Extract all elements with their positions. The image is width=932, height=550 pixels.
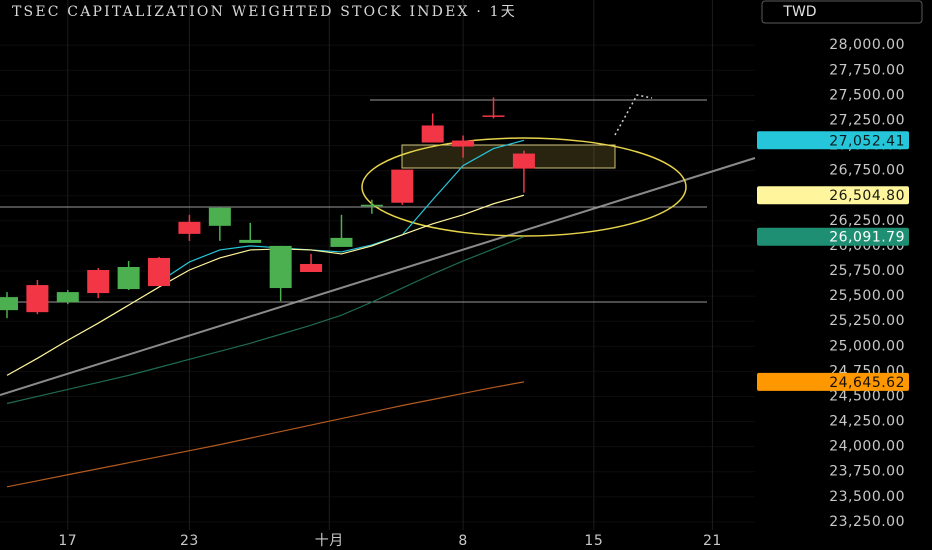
y-tick-label: 25,250.00 xyxy=(829,313,905,329)
candle-body xyxy=(360,204,383,207)
y-tick-label: 25,000.00 xyxy=(829,338,905,354)
y-tick-label: 23,500.00 xyxy=(829,489,905,505)
projection-path xyxy=(614,94,653,136)
currency-button[interactable] xyxy=(761,0,923,24)
candle-body xyxy=(452,140,475,147)
price-tag-label: 26,091.79 xyxy=(829,230,905,246)
y-tick-label: 26,250.00 xyxy=(829,213,905,229)
moving-average xyxy=(158,139,525,283)
candle-body xyxy=(0,297,18,311)
candle-body xyxy=(300,263,323,273)
y-tick-label: 24,250.00 xyxy=(829,414,905,430)
x-tick-label: 23 xyxy=(180,533,199,549)
y-tick-label: 27,750.00 xyxy=(829,62,905,78)
price-tag xyxy=(757,227,909,246)
x-tick-label: 17 xyxy=(58,533,77,549)
candle-body xyxy=(512,153,535,169)
y-tick-label: 24,500.00 xyxy=(829,388,905,404)
moving-average xyxy=(6,381,525,488)
x-tick-label: 15 xyxy=(584,533,603,549)
highlight-ellipse xyxy=(361,137,687,237)
y-tick-label: 26,750.00 xyxy=(829,163,905,179)
candle-body xyxy=(421,125,444,143)
plot xyxy=(0,97,535,488)
y-tick-label: 25,500.00 xyxy=(829,288,905,304)
x-tick-label: 21 xyxy=(703,533,722,549)
y-tick-label: 27,250.00 xyxy=(829,112,905,128)
trend-line xyxy=(0,157,756,396)
candle-body xyxy=(87,270,110,294)
currency-label[interactable]: TWD xyxy=(782,4,816,20)
candle-body xyxy=(239,239,262,243)
candle-body xyxy=(56,292,79,303)
candle-body xyxy=(482,115,505,117)
highlight-box xyxy=(401,144,616,169)
price-tag xyxy=(757,372,909,391)
price-tag xyxy=(757,186,909,205)
y-tick-label: 25,750.00 xyxy=(829,263,905,279)
y-tick-label: 24,000.00 xyxy=(829,439,905,455)
price-tag xyxy=(757,131,909,150)
y-tick-label: 23,250.00 xyxy=(829,514,905,530)
price-tag-label: 26,504.80 xyxy=(829,188,905,204)
y-tick-label: 28,000.00 xyxy=(829,37,905,53)
y-tick-label: 27,500.00 xyxy=(829,87,905,103)
candle-body xyxy=(117,266,140,290)
candle-body xyxy=(208,207,231,226)
candle-body xyxy=(330,237,353,247)
candle-body xyxy=(269,245,292,289)
candle-body xyxy=(148,257,171,287)
y-tick-label: 23,750.00 xyxy=(829,464,905,480)
price-tag-label: 24,645.62 xyxy=(829,375,905,391)
x-tick-label: 十月 xyxy=(315,533,344,549)
candle-body xyxy=(26,285,49,313)
chart-title: TSEC CAPITALIZATION WEIGHTED STOCK INDEX… xyxy=(12,4,517,20)
moving-average xyxy=(6,236,525,405)
x-tick-label: 8 xyxy=(458,533,467,549)
moving-average xyxy=(6,194,525,376)
candle-body xyxy=(391,169,414,203)
candle-body xyxy=(178,221,201,234)
price-tag-label: 27,052.41 xyxy=(829,133,905,149)
